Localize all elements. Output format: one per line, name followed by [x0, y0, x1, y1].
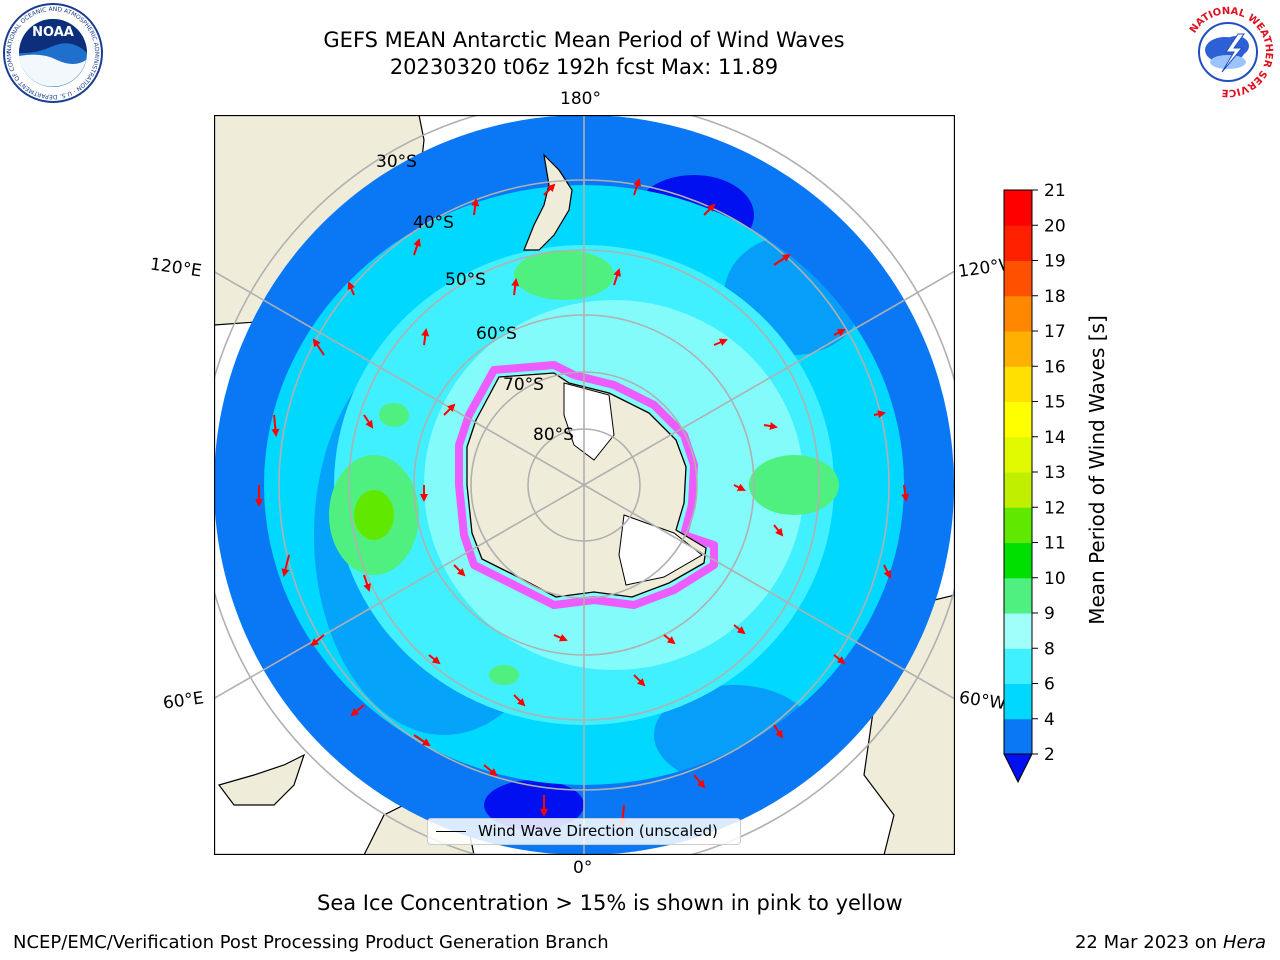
antarctic-map	[214, 115, 955, 855]
colorbar-segment	[1004, 578, 1032, 614]
meridian-label-120e: 120°E	[149, 254, 203, 281]
footer-on-text: on	[1195, 932, 1217, 953]
colorbar: 2 4 6 8 9 10 11 12 13 14 15 16 17 18 19 20 21	[995, 180, 1085, 790]
latitude-label-50s: 50°S	[445, 270, 486, 290]
latitude-label-70s: 70°S	[503, 375, 544, 395]
map-title: GEFS MEAN Antarctic Mean Period of Wind …	[234, 27, 934, 53]
colorbar-tick-label: 19	[1044, 252, 1066, 272]
footer-machine: Hera	[1223, 932, 1266, 953]
colorbar-segment	[1004, 190, 1032, 226]
colorbar-segment	[1004, 507, 1032, 543]
colorbar-segment	[1004, 296, 1032, 332]
map-subtitle: 20230320 t06z 192h fcst Max: 11.89	[234, 54, 934, 80]
colorbar-tick-label: 11	[1044, 534, 1066, 554]
colorbar-tick-label: 13	[1044, 463, 1066, 483]
colorbar-segment	[1004, 225, 1032, 261]
colorbar-segment	[1004, 472, 1032, 508]
meridian-label-60e: 60°E	[162, 688, 205, 713]
colorbar-tick-label: 6	[1044, 675, 1055, 695]
legend-line-swatch	[436, 831, 466, 832]
colorbar-tick-label: 15	[1044, 393, 1066, 413]
noaa-logo: NATIONAL OCEANIC AND ATMOSPHERIC ADMINIS…	[2, 2, 104, 104]
latitude-label-80s: 80°S	[533, 425, 574, 445]
colorbar-segment	[1004, 437, 1032, 473]
colorbar-tick-label: 8	[1044, 639, 1055, 659]
footer-date-text: 22 Mar 2023	[1075, 932, 1189, 953]
colorbar-segment	[1004, 366, 1032, 402]
colorbar-tick-label: 4	[1044, 710, 1055, 730]
latitude-label-40s: 40°S	[413, 213, 454, 233]
colorbar-segment	[1004, 543, 1032, 579]
colorbar-tick-label: 17	[1044, 322, 1066, 342]
map-legend: Wind Wave Direction (unscaled)	[427, 818, 741, 845]
latitude-label-30s: 30°S	[376, 152, 417, 172]
colorbar-segment	[1004, 261, 1032, 297]
colorbar-segment	[1004, 684, 1032, 720]
meridian-label-0: 0°	[573, 858, 592, 878]
nws-logo: NATIONAL WEATHER SERVICE	[1178, 2, 1278, 102]
colorbar-segment	[1004, 331, 1032, 367]
colorbar-tick-label: 2	[1044, 745, 1055, 765]
colorbar-segment	[1004, 402, 1032, 438]
sea-ice-caption: Sea Ice Concentration > 15% is shown in …	[214, 891, 1066, 915]
footer-date: 22 Mar 2023 on Hera	[1075, 932, 1266, 953]
colorbar-tick-label: 16	[1044, 357, 1066, 377]
colorbar-tick-label: 12	[1044, 498, 1066, 518]
colorbar-label: Mean Period of Wind Waves [s]	[1085, 315, 1109, 625]
latitude-label-60s: 60°S	[476, 324, 517, 344]
colorbar-segment	[1004, 648, 1032, 684]
colorbar-tick-label: 14	[1044, 428, 1066, 448]
svg-text:NOAA: NOAA	[32, 25, 74, 40]
colorbar-extend-triangle	[1004, 754, 1032, 782]
colorbar-segment	[1004, 719, 1032, 755]
meridian-label-180: 180°	[560, 89, 601, 109]
colorbar-tick-label: 10	[1044, 569, 1066, 589]
legend-label: Wind Wave Direction (unscaled)	[478, 822, 718, 840]
colorbar-tick-label: 21	[1044, 181, 1066, 201]
colorbar-tick-label: 20	[1044, 216, 1066, 236]
colorbar-tick-label: 18	[1044, 287, 1066, 307]
colorbar-segment	[1004, 613, 1032, 649]
colorbar-tick-label: 9	[1044, 604, 1055, 624]
footer-credit: NCEP/EMC/Verification Post Processing Pr…	[13, 932, 609, 953]
